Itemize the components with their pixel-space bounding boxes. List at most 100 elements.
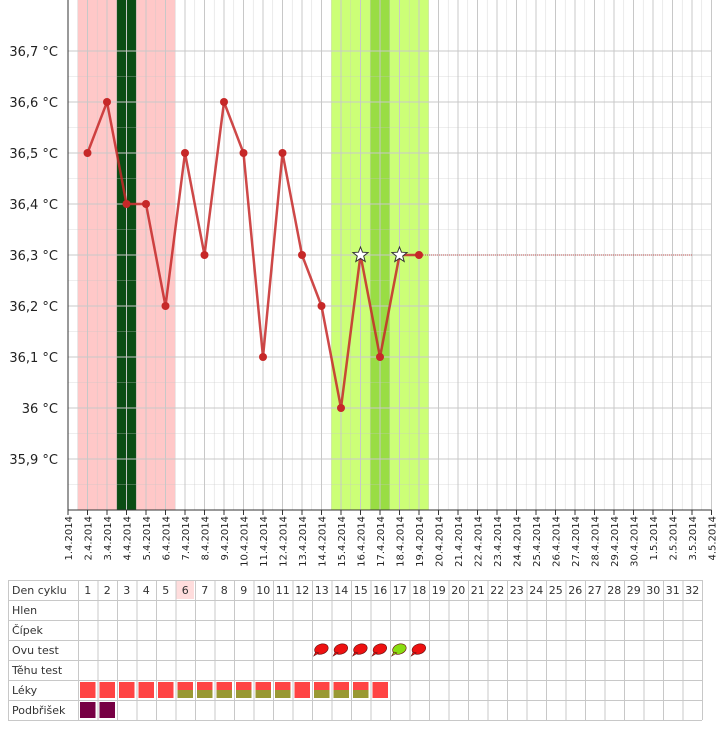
temperature-point [142, 200, 150, 208]
x-tick-label: 3.4.2014 [103, 516, 114, 561]
x-tick-label: 25.4.2014 [532, 516, 543, 567]
day-number: 11 [276, 584, 290, 597]
y-tick-label: 36,5 °C [9, 147, 58, 162]
day-number: 8 [221, 584, 228, 597]
leky-marker [333, 682, 349, 698]
table-day-numbers: 1 2 3 4 5 6 7 8 9 10 11 12 13 14 15 16 17 18 19 20 21 22 23 24 2… [84, 584, 699, 597]
leky-marker [255, 682, 271, 698]
temperature-point [83, 149, 92, 157]
x-tick-label: 5.4.2014 [142, 516, 153, 561]
x-axis-labels: 1.4.2014 2.4.2014 3.4.2014 4.4.2014 5.4.2014… [64, 516, 719, 567]
day-number: 10 [256, 584, 270, 597]
x-tick-label: 1.4.2014 [64, 516, 75, 561]
leky-marker [275, 682, 291, 698]
table-row-label: Čípek [12, 624, 43, 637]
table-row-label: Těhu test [11, 664, 63, 677]
day-number: 24 [529, 584, 543, 597]
x-tick-label: 12.4.2014 [279, 516, 290, 567]
ovu-test-marker [371, 643, 388, 657]
day-number: 3 [123, 584, 130, 597]
cycle-table: Den cyklu Hlen Čípek Ovu test Těhu test Léky P… [8, 580, 703, 721]
podbrisek-marker [80, 702, 96, 718]
temperature-chart: 35,9 °C 36 °C 36,1 °C 36,2 °C 36,3 °C 36,4 °C… [9, 0, 719, 567]
temperature-point [181, 149, 189, 157]
x-tick-label: 19.4.2014 [415, 516, 426, 567]
x-tick-label: 28.4.2014 [591, 516, 602, 567]
day-number: 28 [607, 584, 621, 597]
table-row-label: Hlen [12, 604, 37, 617]
table-lines [8, 580, 703, 721]
day-number: 20 [451, 584, 465, 597]
x-tick-label: 22.4.2014 [474, 516, 485, 567]
temperature-point [278, 149, 287, 157]
leky-marker [353, 682, 369, 698]
temperature-point [317, 302, 326, 310]
day-number: 15 [354, 584, 368, 597]
day-number: 21 [471, 584, 485, 597]
table-row-label: Podbřišek [12, 704, 66, 717]
x-tick-label: 2.5.2014 [669, 516, 680, 561]
day-number: 17 [393, 584, 407, 597]
leky-marker [314, 682, 330, 698]
day-number: 1 [84, 584, 91, 597]
y-tick-label: 36,1 °C [9, 351, 58, 366]
ovu-test-marker [313, 643, 329, 657]
x-tick-label: 23.4.2014 [493, 516, 504, 567]
x-tick-label: 13.4.2014 [298, 516, 309, 567]
x-tick-label: 17.4.2014 [376, 516, 387, 567]
x-tick-label: 18.4.2014 [396, 516, 407, 567]
chart-grid [67, 0, 712, 510]
leky-marker [197, 682, 213, 698]
temperature-point [376, 353, 384, 361]
x-tick-label: 1.5.2014 [649, 516, 660, 561]
x-tick-label: 26.4.2014 [552, 516, 563, 567]
temperature-point [103, 98, 111, 106]
day-number: 5 [162, 584, 169, 597]
day-number: 16 [373, 584, 387, 597]
leky-marker [236, 682, 252, 698]
temperature-points [83, 98, 423, 412]
day-number: 7 [201, 584, 208, 597]
y-axis-labels: 35,9 °C 36 °C 36,1 °C 36,2 °C 36,3 °C 36,4 °C… [9, 45, 58, 468]
x-tick-label: 10.4.2014 [240, 516, 251, 567]
x-tick-label: 14.4.2014 [318, 516, 329, 567]
table-fills [176, 581, 194, 599]
day-number: 27 [588, 584, 602, 597]
y-tick-label: 36,7 °C [9, 45, 58, 60]
day-number: 26 [568, 584, 582, 597]
day-number: 30 [646, 584, 660, 597]
table-row-labels: Den cyklu Hlen Čípek Ovu test Těhu test Léky P… [11, 584, 67, 717]
x-tick-label: 11.4.2014 [259, 516, 270, 567]
day-number: 19 [432, 584, 446, 597]
y-tick-label: 35,9 °C [9, 453, 58, 468]
day-number: 4 [143, 584, 150, 597]
day-number: 31 [666, 584, 680, 597]
x-tick-label: 29.4.2014 [610, 516, 621, 567]
y-tick-label: 36,2 °C [9, 300, 58, 315]
temperature-point [337, 404, 345, 412]
day-number: 22 [490, 584, 504, 597]
table-markers [80, 643, 427, 718]
leky-marker [119, 682, 135, 698]
x-tick-label: 27.4.2014 [571, 516, 582, 567]
temperature-point [415, 251, 423, 259]
day-number: 2 [104, 584, 111, 597]
x-tick-label: 30.4.2014 [630, 516, 641, 567]
day-number: 6 [182, 584, 189, 597]
star-point [390, 245, 409, 263]
x-tick-label: 16.4.2014 [357, 516, 368, 567]
leky-marker [99, 682, 115, 698]
y-tick-label: 36,3 °C [9, 249, 58, 264]
leky-marker [80, 682, 96, 698]
day-number: 29 [627, 584, 641, 597]
x-tick-label: 21.4.2014 [454, 516, 465, 567]
x-tick-label: 2.4.2014 [84, 516, 95, 561]
temperature-point [122, 200, 131, 208]
x-tick-label: 15.4.2014 [337, 516, 348, 567]
y-tick-label: 36,4 °C [9, 198, 58, 213]
leky-marker [372, 682, 388, 698]
temperature-point [239, 149, 248, 157]
ovu-test-marker [332, 643, 349, 657]
leky-marker [216, 682, 232, 698]
leky-marker [138, 682, 154, 698]
